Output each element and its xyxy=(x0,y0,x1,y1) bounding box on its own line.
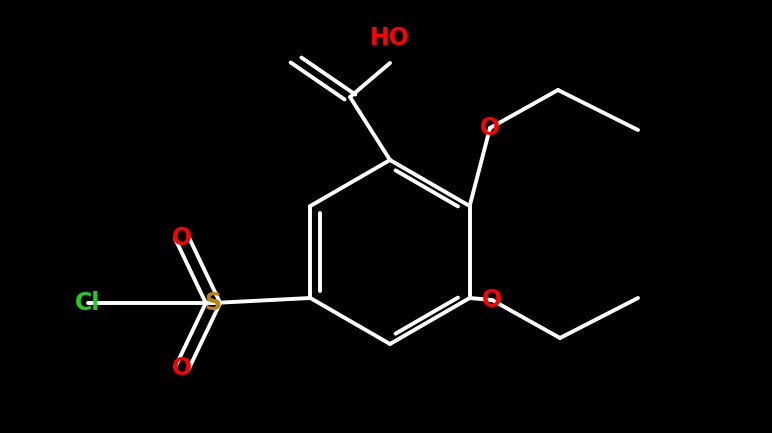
Text: O: O xyxy=(482,288,502,312)
Text: O: O xyxy=(480,116,500,140)
Text: HO: HO xyxy=(370,26,410,50)
Text: S: S xyxy=(205,291,222,315)
Text: O: O xyxy=(172,226,192,250)
Text: O: O xyxy=(172,356,192,380)
Text: Cl: Cl xyxy=(76,291,100,315)
